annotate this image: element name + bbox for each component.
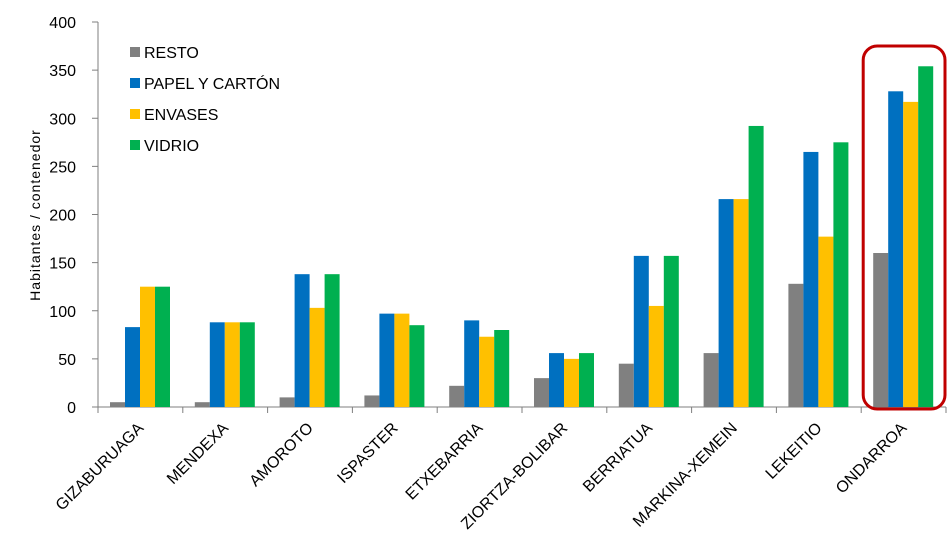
y-tick-label: 150 [49,256,76,273]
x-tick-label: ISPASTER [334,420,401,487]
y-tick-label: 300 [49,111,76,128]
bar [125,327,140,407]
bar [110,402,125,407]
bar [394,313,410,407]
x-tick-label: AMOROTO [247,420,317,490]
bar [494,330,510,407]
bar [703,353,719,407]
y-tick-label: 100 [49,304,76,321]
bar [379,313,395,407]
bar [888,91,904,408]
bar [155,286,170,407]
legend: RESTO PAPEL Y CARTÓN ENVASES VIDRIO [130,45,280,155]
bar [309,307,325,407]
bar [618,363,634,407]
bar [140,286,155,407]
legend-swatch [130,140,140,150]
bar [479,336,495,407]
x-tick-label: ONDARROA [833,420,911,498]
y-axis-label-group: Habitantes / contenedor [27,129,43,301]
y-tick-label: 0 [67,400,76,417]
bar [409,325,425,407]
legend-label: RESTO [144,45,199,62]
bar [579,353,594,407]
bar [748,125,764,407]
bar [633,255,649,407]
bar [294,274,310,407]
y-axis-label: Habitantes / contenedor [27,129,43,301]
bar [449,385,465,407]
highlight-box [861,44,947,411]
bar [803,151,819,407]
bar [718,199,734,407]
y-tick-label: 400 [49,15,76,32]
legend-swatch [130,47,140,57]
bar [364,395,380,407]
bar [918,66,934,408]
bar [903,101,919,407]
bar [224,322,240,407]
bar [209,322,225,407]
x-ticks: GIZABURUAGA MENDEXA AMOROTO ISPASTER ETXEBAR… [53,407,947,533]
bar [464,320,480,407]
legend-swatch [130,109,140,119]
bar [818,236,834,407]
legend-label: VIDRIO [144,138,199,155]
x-tick-label: BERRIATUA [580,420,656,496]
bar [788,283,804,407]
y-tick-label: 250 [49,159,76,176]
bar [534,378,549,407]
highlight-rect [861,44,947,411]
bar [733,199,749,407]
x-tick-label: ETXEBARRIA [403,420,487,504]
bar [833,142,849,407]
x-tick-label: LEKEITIO [763,420,826,483]
bar [648,305,664,407]
bar [279,397,295,407]
x-tick-label: GIZABURUAGA [53,420,148,515]
bars [110,66,934,408]
y-tick-label: 200 [49,208,76,225]
legend-label: ENVASES [144,107,218,124]
y-tick-label: 350 [49,63,76,80]
y-ticks: 0 50 100 150 200 250 300 350 400 [49,15,98,417]
y-tick-label: 50 [58,352,76,369]
bar [663,255,679,407]
x-tick-label: MENDEXA [164,420,232,488]
bar [194,402,210,407]
legend-label: PAPEL Y CARTÓN [144,74,280,93]
bar [549,353,564,407]
bar [564,358,579,407]
legend-swatch [130,78,140,88]
bar [324,274,340,407]
bar [873,253,889,407]
bar [239,322,255,407]
